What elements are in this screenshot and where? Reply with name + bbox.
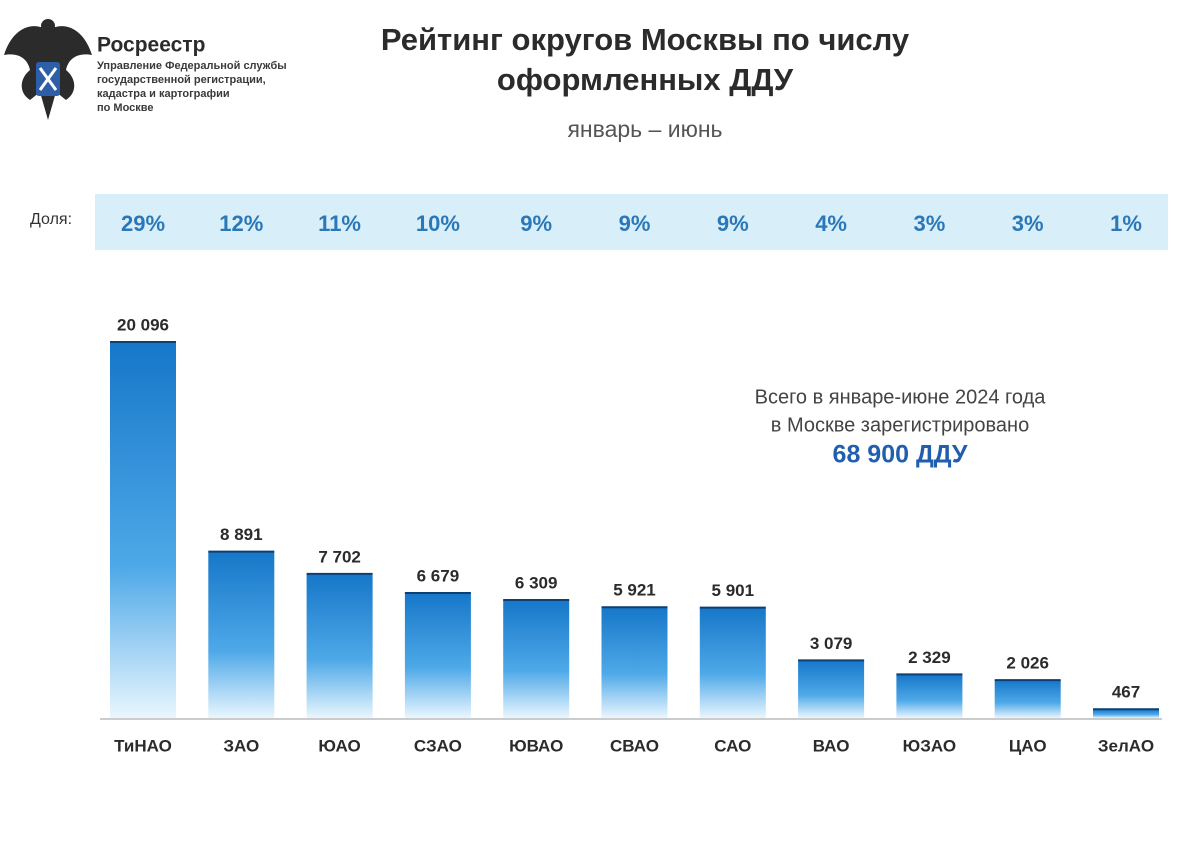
value-label: 467 bbox=[1112, 683, 1140, 702]
annotation: в Москве зарегистрировано bbox=[771, 414, 1029, 436]
logo-emblem bbox=[4, 19, 92, 120]
share-value: 1% bbox=[1110, 211, 1142, 236]
value-label: 3 079 bbox=[810, 634, 853, 653]
bar bbox=[994, 680, 1061, 718]
x-tick-label: СЗАО bbox=[414, 736, 462, 755]
value-label: 20 096 bbox=[117, 315, 169, 334]
logo-line: государственной регистрации, bbox=[97, 74, 266, 86]
chart-title: Рейтинг округов Москвы по числу оформлен… bbox=[380, 22, 910, 97]
x-tick-label: ЮЗАО bbox=[903, 736, 956, 755]
share-value: 3% bbox=[914, 211, 946, 236]
value-label: 7 702 bbox=[318, 547, 361, 566]
x-tick-label: ТиНАО bbox=[114, 736, 172, 755]
x-tick-label: СВАО bbox=[610, 736, 659, 755]
bar bbox=[896, 674, 963, 718]
bar bbox=[110, 342, 176, 718]
logo-line: Управление Федеральной службы bbox=[97, 60, 287, 72]
x-tick-label: ЗелАО bbox=[1098, 736, 1154, 755]
logo-line: кадастра и картографии bbox=[97, 88, 230, 100]
x-tick-label: ВАО bbox=[813, 736, 850, 755]
share-value: 11% bbox=[318, 211, 361, 236]
bar bbox=[1093, 709, 1159, 718]
annotation: Всего в январе-июне 2024 года bbox=[755, 386, 1047, 408]
bar bbox=[601, 607, 668, 718]
share-value: 4% bbox=[815, 211, 847, 236]
share-value: 3% bbox=[1012, 211, 1044, 236]
value-label: 5 921 bbox=[613, 581, 656, 600]
share-band bbox=[95, 194, 1168, 250]
logo-line: по Москве bbox=[97, 102, 154, 114]
value-label: 5 901 bbox=[712, 581, 755, 600]
subtitle: январь – июнь bbox=[567, 116, 722, 142]
share-value: 9% bbox=[717, 211, 749, 236]
bar bbox=[798, 660, 865, 718]
share-value: 9% bbox=[520, 211, 552, 236]
share-value: 9% bbox=[619, 211, 651, 236]
x-tick-label: ЮАО bbox=[318, 736, 360, 755]
bar bbox=[208, 551, 275, 718]
logo-name: Росреестр bbox=[97, 34, 205, 57]
value-label: 2 329 bbox=[908, 648, 951, 667]
annotation-total: 68 900 ДДУ bbox=[833, 441, 968, 469]
bar bbox=[503, 599, 570, 718]
value-label: 2 026 bbox=[1006, 654, 1049, 673]
bar bbox=[404, 593, 471, 718]
x-tick-label: САО bbox=[714, 736, 751, 755]
share-label: Доля: bbox=[30, 211, 72, 228]
share-value: 10% bbox=[416, 211, 460, 236]
value-label: 6 679 bbox=[417, 567, 460, 586]
bar bbox=[306, 573, 373, 718]
bar bbox=[699, 607, 766, 718]
value-label: 8 891 bbox=[220, 525, 263, 544]
x-tick-label: ЮВАО bbox=[509, 736, 563, 755]
x-tick-label: ЗАО bbox=[223, 736, 259, 755]
share-value: 12% bbox=[219, 211, 263, 236]
share-value: 29% bbox=[121, 211, 165, 236]
value-label: 6 309 bbox=[515, 573, 558, 592]
x-tick-label: ЦАО bbox=[1009, 736, 1047, 755]
